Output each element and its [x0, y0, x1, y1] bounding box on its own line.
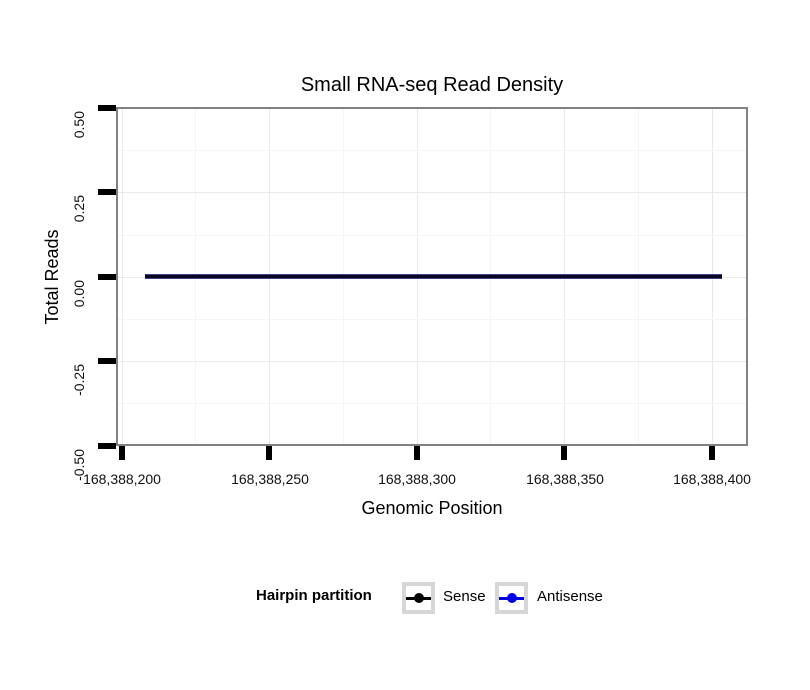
legend-label-antisense: Antisense: [537, 588, 603, 605]
x-tick-label: 168,388,250: [231, 471, 309, 487]
gridline-minor-h: [116, 150, 748, 151]
gridline-major-v: [122, 107, 123, 446]
y-tick: [98, 443, 116, 449]
antisense-key-icon: [495, 582, 528, 614]
legend-title: Hairpin partition: [256, 587, 372, 604]
x-tick-label: 168,388,200: [83, 471, 161, 487]
y-tick: [98, 189, 116, 195]
y-tick: [98, 274, 116, 280]
x-tick: [266, 446, 272, 460]
panel-border: [116, 107, 748, 446]
legend: Hairpin partition Sense Antisense: [0, 580, 810, 616]
y-tick: [98, 358, 116, 364]
y-tick: [98, 105, 116, 111]
chart-title: Small RNA-seq Read Density: [300, 74, 564, 96]
x-tick-label: 168,388,400: [673, 471, 751, 487]
x-tick-label: 168,388,350: [526, 471, 604, 487]
x-axis-title: Genomic Position: [361, 498, 503, 518]
x-tick: [414, 446, 420, 460]
gridline-minor-h: [116, 235, 748, 236]
sense-dot-glyph: [413, 593, 424, 603]
gridline-major-h: [116, 192, 748, 193]
gridline-minor-h: [116, 319, 748, 320]
gridline-major-h: [116, 361, 748, 362]
x-tick-label: 168,388,300: [378, 471, 456, 487]
sense-key-icon: [402, 582, 435, 614]
x-tick: [561, 446, 567, 460]
x-tick: [709, 446, 715, 460]
x-tick: [119, 446, 125, 460]
read-density-line: [145, 274, 722, 279]
legend-label-sense: Sense: [443, 588, 486, 605]
antisense-dot-glyph: [506, 593, 517, 603]
gridline-minor-h: [116, 403, 748, 404]
